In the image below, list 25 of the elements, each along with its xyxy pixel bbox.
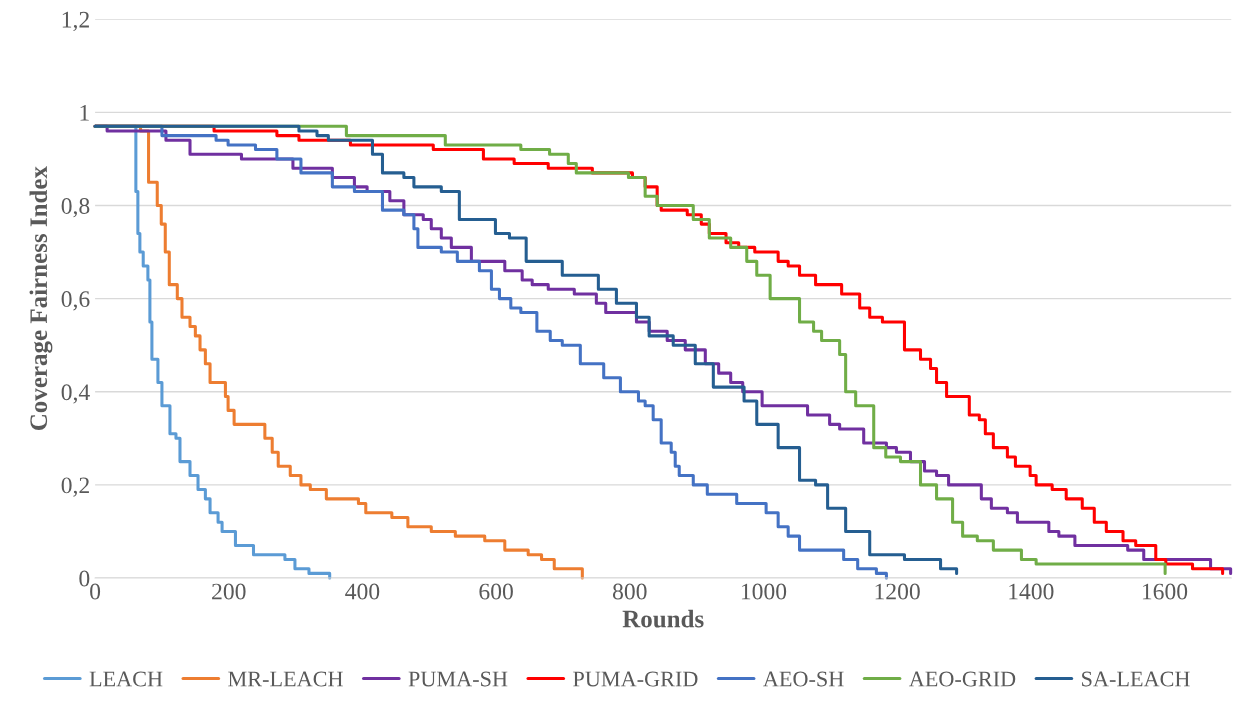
legend-label: MR-LEACH bbox=[228, 671, 343, 687]
legend-label: AEO-GRID bbox=[908, 671, 1016, 687]
y-tick-label: 0,2 bbox=[61, 477, 89, 497]
x-tick-label: 1000 bbox=[741, 583, 787, 600]
x-tick-label: 200 bbox=[212, 583, 246, 600]
y-tick-label: 0,8 bbox=[61, 197, 90, 218]
x-axis-title: Rounds bbox=[622, 609, 704, 628]
x-tick-label: 800 bbox=[612, 583, 647, 600]
x-tick-label: 1200 bbox=[875, 583, 920, 600]
x-tick-label: 1600 bbox=[1142, 583, 1188, 600]
y-axis-title: Coverage Fairness Index bbox=[29, 166, 53, 431]
x-tick-label: 400 bbox=[345, 583, 380, 600]
y-tick-label: 0,4 bbox=[61, 384, 90, 404]
y-tick-label: 0,6 bbox=[61, 291, 90, 311]
legend-label: AEO-SH bbox=[763, 671, 844, 687]
legend-label: LEACH bbox=[89, 671, 163, 687]
y-tick-label: 1,2 bbox=[62, 11, 89, 32]
y-tick-label: 1 bbox=[80, 104, 89, 121]
legend-label: PUMA-GRID bbox=[573, 671, 698, 687]
y-tick-label: 0 bbox=[79, 570, 90, 587]
legend-label: PUMA-SH bbox=[408, 671, 508, 687]
x-tick-label: 1400 bbox=[1009, 583, 1054, 600]
legend-label: SA-LEACH bbox=[1082, 671, 1190, 687]
x-tick-label: 0 bbox=[90, 583, 101, 600]
x-tick-label: 600 bbox=[479, 583, 513, 600]
